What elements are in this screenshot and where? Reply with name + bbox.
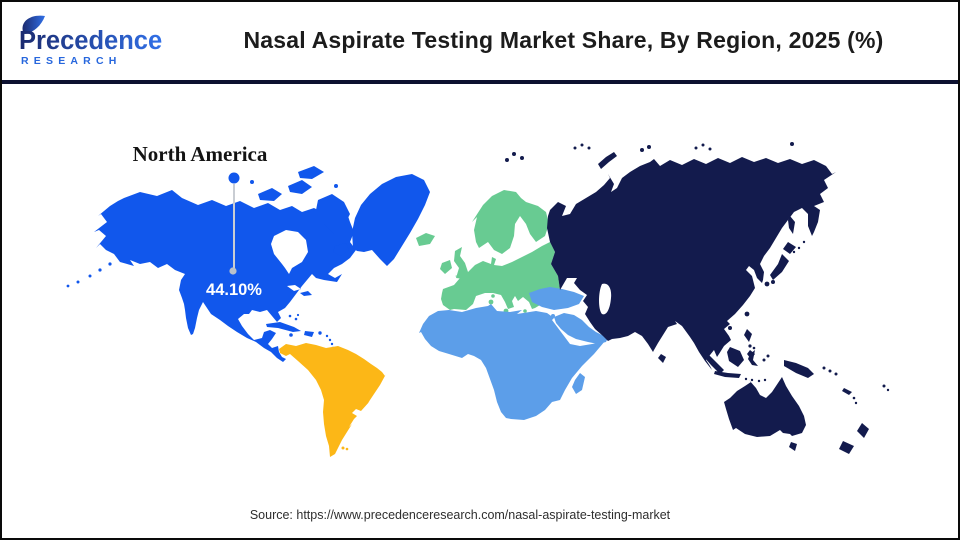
region-asia-pacific xyxy=(505,142,890,454)
logo-brand: Precedence xyxy=(19,27,162,55)
leaf-icon xyxy=(22,15,45,34)
region-south-america xyxy=(279,343,386,457)
callout-end-dot xyxy=(229,267,237,275)
source-citation: Source: https://www.precedenceresearch.c… xyxy=(249,508,671,522)
logo-sub: RESEARCH xyxy=(21,55,122,67)
precedence-research-logo: Precedence RESEARCH xyxy=(19,15,162,67)
callout-value-label: 44.10% xyxy=(206,281,262,299)
region-north-america xyxy=(66,166,430,362)
callout-region-label: North America xyxy=(132,142,268,166)
region-middle-east-africa xyxy=(419,287,612,420)
page-title: Nasal Aspirate Testing Market Share, By … xyxy=(243,27,884,53)
callout-leader xyxy=(228,172,240,275)
callout-start-dot xyxy=(228,172,240,184)
header: Precedence RESEARCH Nasal Aspirate Testi… xyxy=(2,2,958,84)
